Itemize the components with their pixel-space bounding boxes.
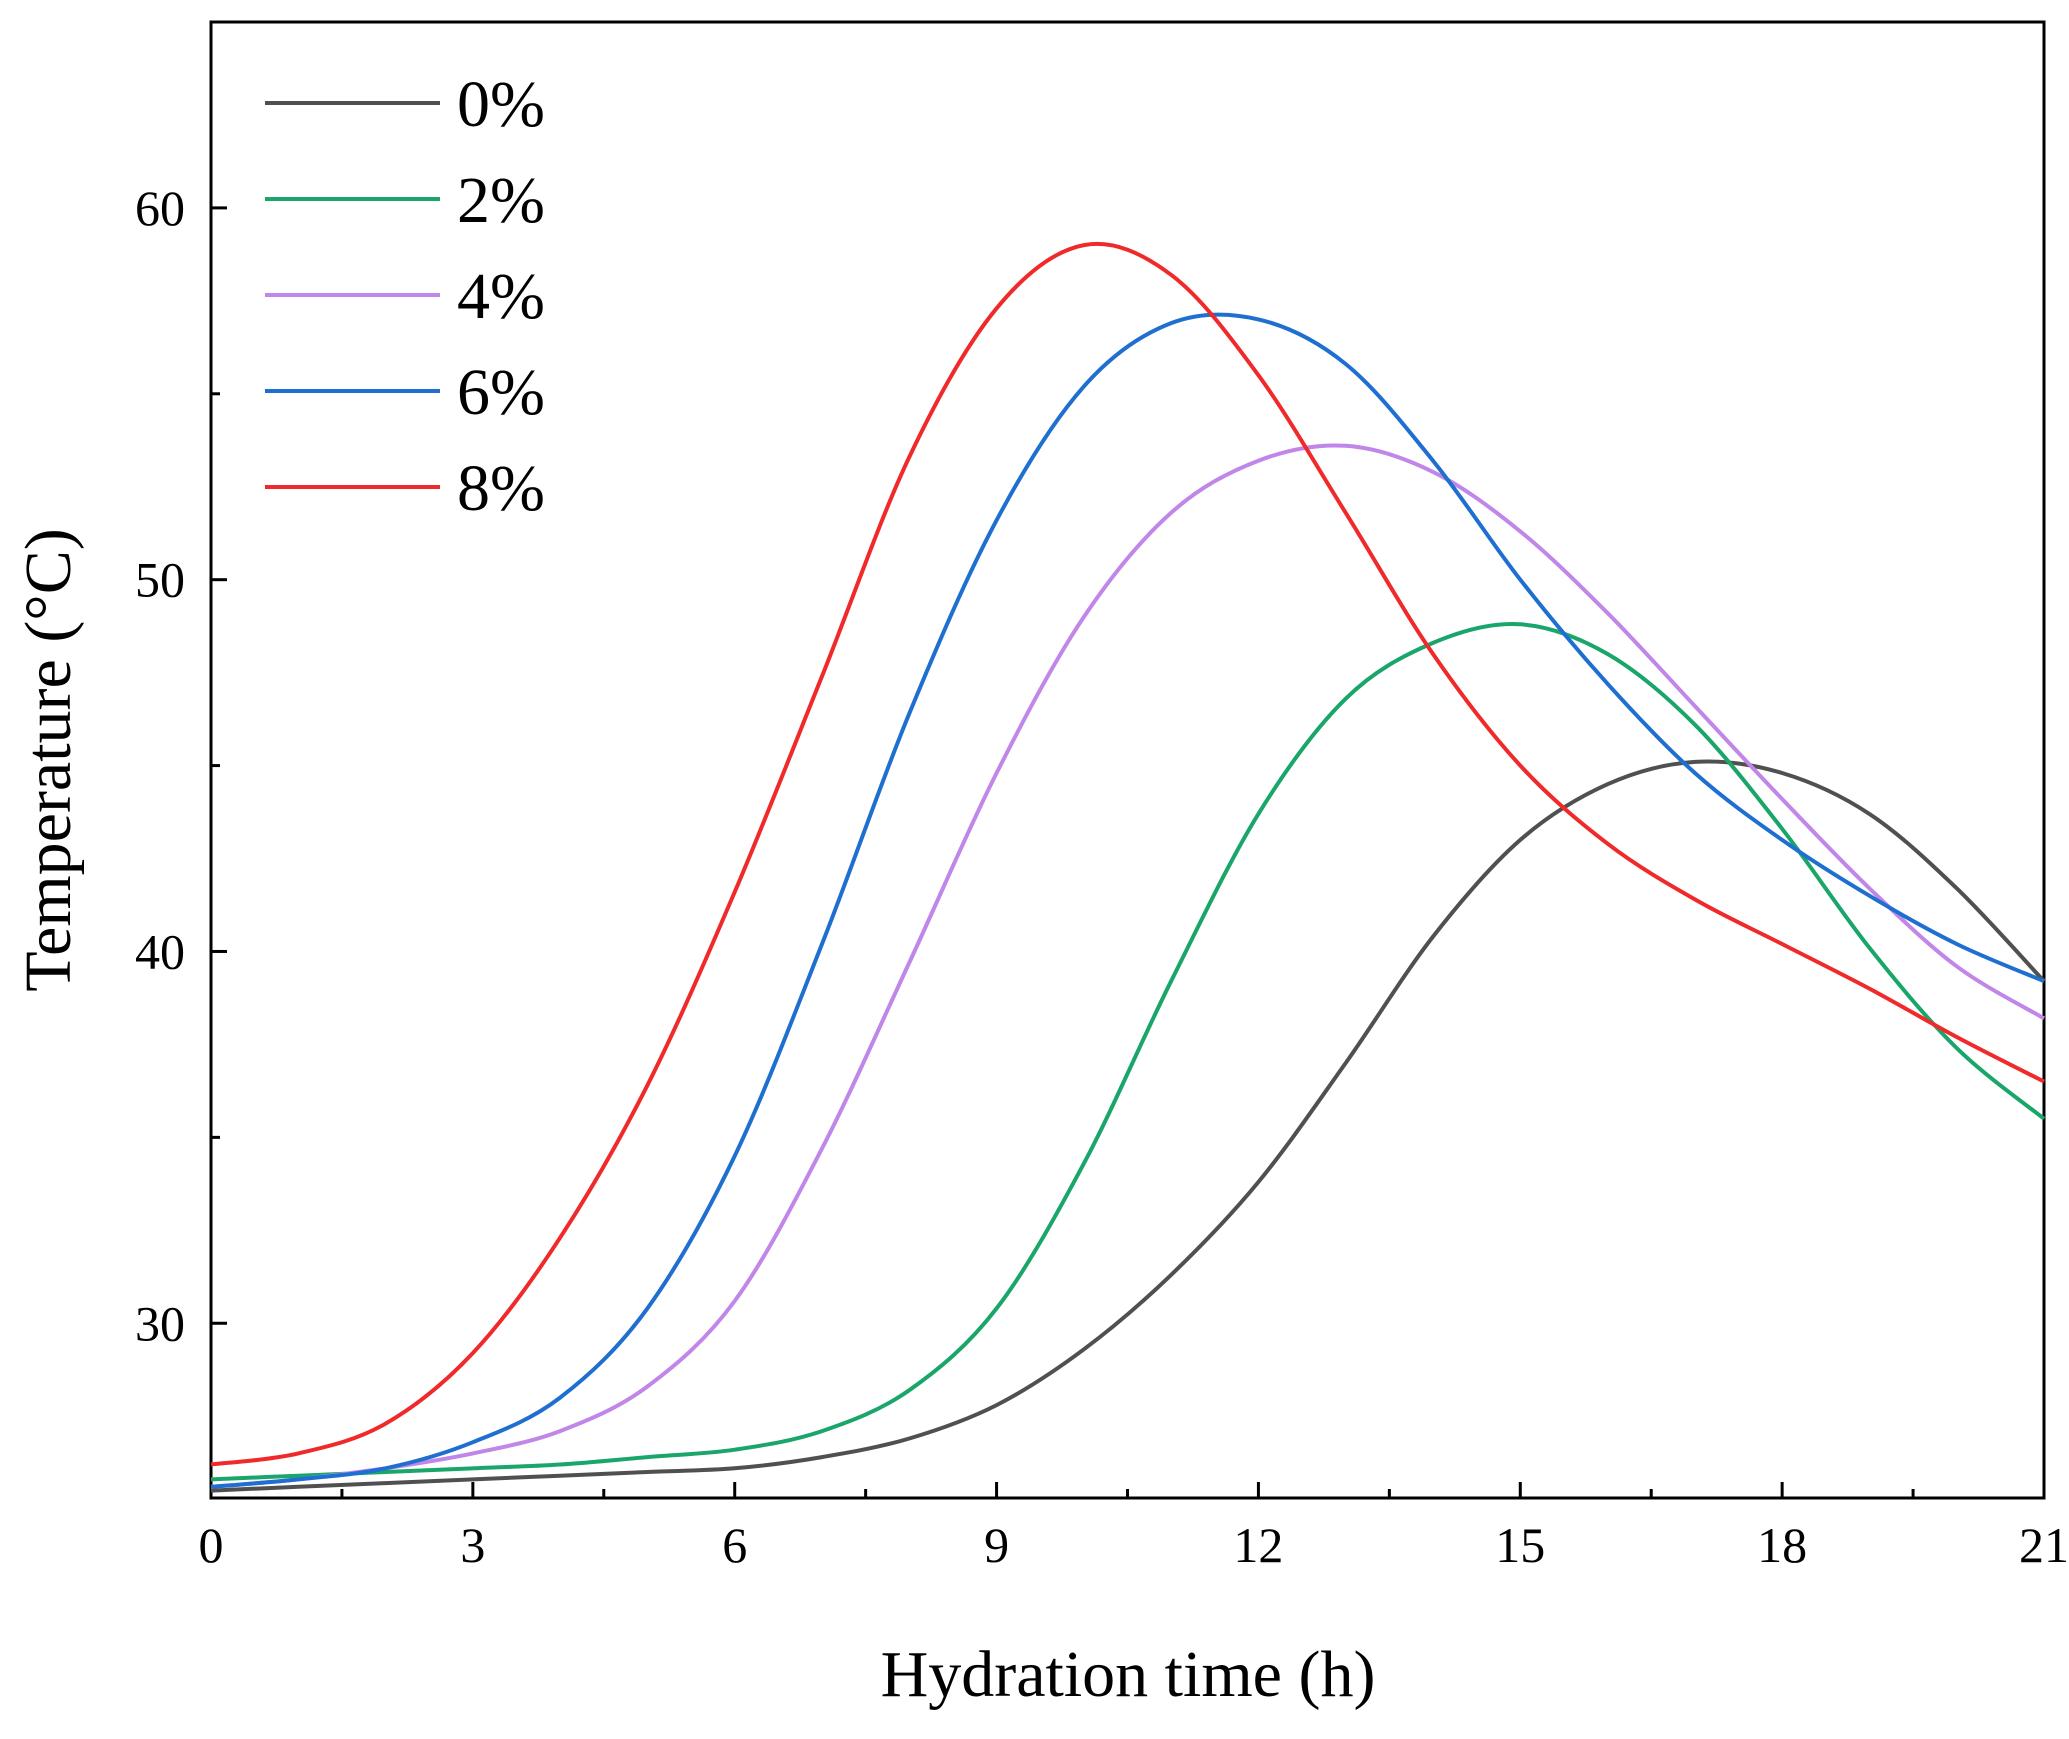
y-tick-label: 30 <box>135 1295 185 1351</box>
legend-label-2: 4% <box>457 260 545 333</box>
plot-area-border <box>209 20 2046 1500</box>
legend-label-1: 2% <box>457 164 545 237</box>
series-lines <box>210 241 2046 1493</box>
y-axis-title: Temperature (°C) <box>12 528 85 991</box>
legend-label-4: 8% <box>457 452 545 525</box>
x-tick-label: 0 <box>199 1517 224 1573</box>
axis-tick-labels: 0 3 6 9 12 15 18 21 30 40 50 60 <box>135 180 2069 1573</box>
legend-label-0: 0% <box>457 68 545 141</box>
legend-label-3: 6% <box>457 356 545 429</box>
x-tick-label: 21 <box>2019 1517 2069 1573</box>
x-tick-label: 9 <box>984 1517 1009 1573</box>
axis-ticks <box>209 20 2046 1498</box>
x-axis-title: Hydration time (h) <box>881 1638 1376 1711</box>
x-tick-label: 12 <box>1233 1517 1283 1573</box>
x-tick-label: 18 <box>1757 1517 1807 1573</box>
series-line-4 <box>210 241 2045 1467</box>
series-line-0 <box>210 759 2046 1493</box>
x-tick-label: 6 <box>722 1517 747 1573</box>
y-tick-label: 50 <box>135 552 185 608</box>
series-line-1 <box>210 622 2046 1482</box>
y-tick-label: 60 <box>135 180 185 236</box>
series-line-2 <box>210 443 2046 1489</box>
plot-frame <box>209 20 2046 1500</box>
y-tick-label: 40 <box>135 923 185 979</box>
series-line-3 <box>210 312 2045 1489</box>
x-tick-label: 15 <box>1495 1517 1545 1573</box>
x-tick-label: 3 <box>460 1517 485 1573</box>
legend: 0% 2% 4% 6% 8% <box>265 68 545 525</box>
